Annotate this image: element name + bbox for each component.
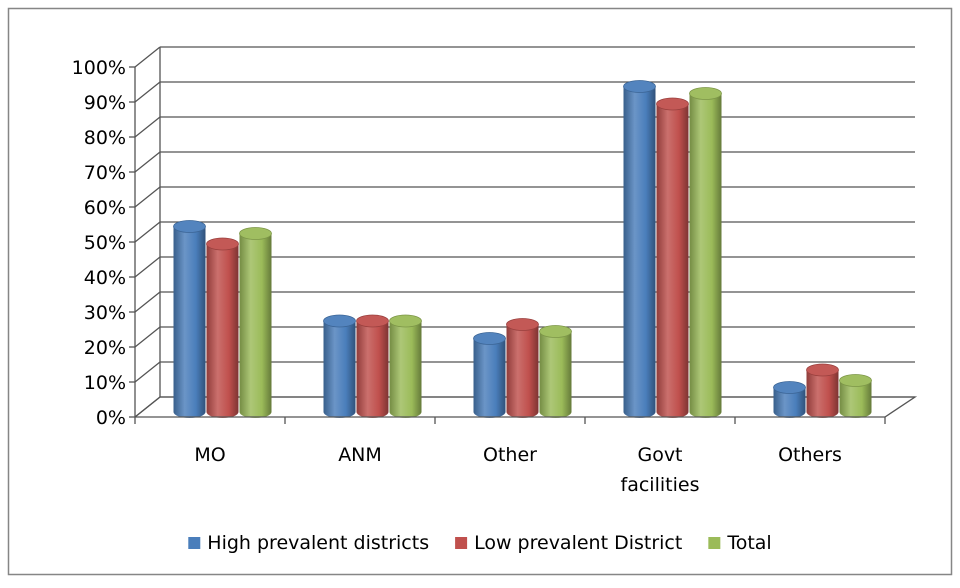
bars bbox=[173, 80, 872, 419]
gridline-side bbox=[134, 116, 161, 138]
gridline-side bbox=[134, 291, 161, 313]
x-axis: MO ANM Other Govt facilities Others bbox=[134, 416, 886, 496]
y-tick-label: 100% bbox=[72, 57, 126, 79]
legend-swatch bbox=[708, 537, 721, 549]
bar bbox=[539, 325, 572, 419]
y-tick-label: 30% bbox=[84, 302, 126, 324]
gridline-side bbox=[134, 361, 161, 383]
y-tick-label: 50% bbox=[84, 232, 126, 254]
x-tick-label: Others bbox=[778, 444, 842, 466]
gridline-side bbox=[134, 256, 161, 278]
y-tick-label: 0% bbox=[96, 407, 126, 429]
legend: High prevalent districts Low prevalent Di… bbox=[188, 532, 772, 554]
bar bbox=[689, 87, 722, 419]
gridlines bbox=[134, 46, 918, 418]
bar bbox=[206, 237, 239, 419]
y-axis: 0% 10% 20% 30% 40% 50% 60% 70% 80% 90% 100% bbox=[72, 47, 161, 429]
bar bbox=[806, 363, 839, 419]
gridline-side bbox=[134, 46, 161, 68]
bar bbox=[239, 227, 272, 419]
gridline-side bbox=[134, 326, 161, 348]
bar bbox=[623, 80, 656, 419]
gridline-side bbox=[134, 221, 161, 243]
y-tick-label: 90% bbox=[84, 92, 126, 114]
legend-swatch bbox=[455, 537, 468, 549]
y-tick-label: 10% bbox=[84, 372, 126, 394]
bar bbox=[356, 314, 389, 419]
legend-item: Low prevalent District bbox=[455, 532, 682, 554]
gridline-side bbox=[134, 151, 161, 173]
x-tick-label: MO bbox=[194, 444, 225, 466]
bar bbox=[473, 332, 506, 419]
y-tick-label: 20% bbox=[84, 337, 126, 359]
bar bbox=[773, 381, 806, 419]
y-tick-label: 80% bbox=[84, 127, 126, 149]
x-tick-label: Other bbox=[483, 444, 537, 466]
x-tick-label: ANM bbox=[338, 444, 382, 466]
bar bbox=[323, 314, 356, 419]
bar bbox=[173, 220, 206, 419]
bar bbox=[656, 97, 689, 419]
gridline-side bbox=[134, 186, 161, 208]
legend-label: Low prevalent District bbox=[474, 532, 682, 554]
legend-item: Total bbox=[708, 532, 772, 554]
bar bbox=[389, 314, 422, 419]
legend-swatch bbox=[188, 537, 201, 549]
legend-item: High prevalent districts bbox=[188, 532, 429, 554]
legend-label: Total bbox=[726, 532, 771, 554]
bar bbox=[506, 318, 539, 419]
bar bbox=[839, 374, 872, 419]
y-tick-label: 70% bbox=[84, 162, 126, 184]
gridline-side bbox=[134, 81, 161, 103]
x-tick-label: Govt facilities bbox=[621, 444, 700, 496]
legend-label: High prevalent districts bbox=[207, 532, 429, 554]
y-tick-label: 40% bbox=[84, 267, 126, 289]
y-tick-label: 60% bbox=[84, 197, 126, 219]
